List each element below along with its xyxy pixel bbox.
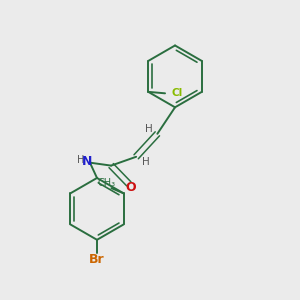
Text: N: N [82,155,92,168]
Text: Br: Br [89,253,105,266]
Text: O: O [126,181,136,194]
Text: Cl: Cl [172,88,183,98]
Text: CH₃: CH₃ [97,178,115,188]
Text: H: H [142,157,149,167]
Text: H: H [145,124,152,134]
Text: H: H [77,155,85,165]
